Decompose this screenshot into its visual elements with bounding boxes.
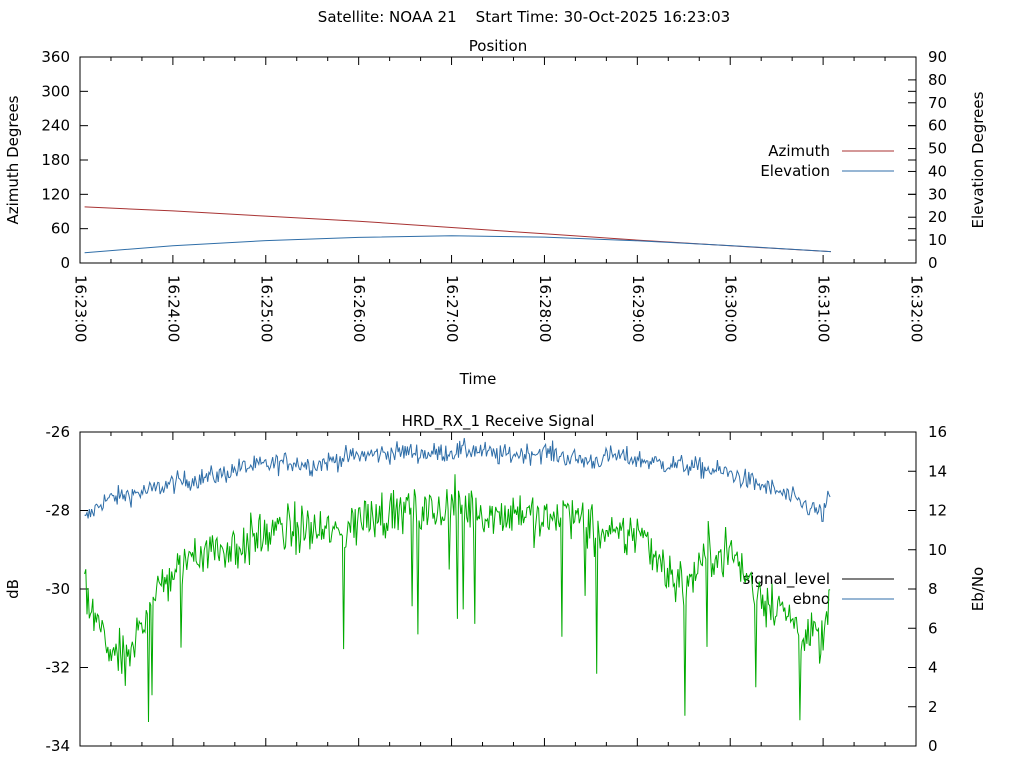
x-tick-label: 16:25:00 [257, 275, 275, 342]
y-tick-label: 360 [41, 48, 70, 66]
series-line-unlabeled [84, 474, 831, 723]
y-tick-label: -30 [46, 580, 71, 598]
y-tick-label: -34 [46, 737, 71, 755]
y2-tick-label: 80 [928, 71, 947, 89]
y2-tick-label: 70 [928, 94, 947, 112]
x-tick-label: 16:24:00 [164, 275, 182, 342]
chart-title: HRD_RX_1 Receive Signal [402, 412, 595, 431]
y2-tick-label: 2 [928, 698, 938, 716]
x-tick-label: 16:31:00 [815, 275, 833, 342]
y2-tick-label: 60 [928, 117, 947, 135]
y2-axis-label: Elevation Degrees [969, 91, 987, 228]
chart-title: Position [469, 37, 527, 55]
x-tick-label: 16:27:00 [443, 275, 461, 342]
y2-axis-label: Eb/No [969, 567, 987, 611]
y2-tick-label: 0 [928, 254, 938, 272]
y2-tick-label: 20 [928, 208, 947, 226]
y2-tick-label: 40 [928, 162, 947, 180]
y-tick-label: -32 [46, 659, 71, 677]
legend-label-elevation: Elevation [760, 162, 830, 180]
position-chart: Position 0 60 120 180 240 300 360 0 10 20 30 40 50 60 7… [4, 37, 987, 388]
x-tick-label: 16:23:00 [72, 275, 90, 342]
y2-tick-label: 12 [928, 502, 947, 520]
y2-tick-label: 90 [928, 48, 947, 66]
y2-tick-label: 50 [928, 140, 947, 158]
y-tick-label: -26 [46, 423, 71, 441]
y-tick-label: 120 [41, 185, 70, 203]
plot-frame [79, 56, 917, 264]
x-tick-label: 16:28:00 [536, 275, 554, 342]
series-line-ebno [84, 437, 831, 522]
y2-tick-label: 4 [928, 659, 938, 677]
y-tick-label: 60 [51, 220, 70, 238]
x-tick-label: 16:32:00 [908, 275, 926, 342]
y-tick-label: 180 [41, 151, 70, 169]
y-axis-label: Azimuth Degrees [4, 95, 22, 224]
y-tick-label: 300 [41, 82, 70, 100]
legend-label-azimuth: Azimuth [768, 142, 830, 160]
y2-tick-label: 16 [928, 423, 947, 441]
legend-label-signal-level: signal_level [742, 570, 830, 589]
y2-tick-label: 6 [928, 619, 938, 637]
y2-tick-label: 14 [928, 462, 947, 480]
legend-label-ebno: ebno [793, 590, 830, 608]
series-line-elevation [84, 235, 831, 254]
y-tick-label: 0 [60, 254, 70, 272]
x-tick-label: 16:26:00 [350, 275, 368, 342]
y-tick-label: -28 [46, 502, 71, 520]
x-axis-label: Time [459, 370, 497, 388]
x-tick-label: 16:30:00 [722, 275, 740, 342]
figure-header: Satellite: NOAA 21 Start Time: 30-Oct-20… [318, 8, 730, 26]
y2-tick-label: 0 [928, 737, 938, 755]
y2-tick-label: 10 [928, 231, 947, 249]
y2-tick-label: 30 [928, 185, 947, 203]
y-tick-label: 240 [41, 117, 70, 135]
y2-tick-label: 8 [928, 580, 938, 598]
x-tick-label: 16:29:00 [629, 275, 647, 342]
receive-signal-chart: HRD_RX_1 Receive Signal -26 -28 -30 -32 -34 0 2… [4, 412, 987, 755]
y-axis-label: dB [4, 579, 22, 599]
plot-frame [79, 431, 917, 747]
y2-tick-label: 10 [928, 541, 947, 559]
